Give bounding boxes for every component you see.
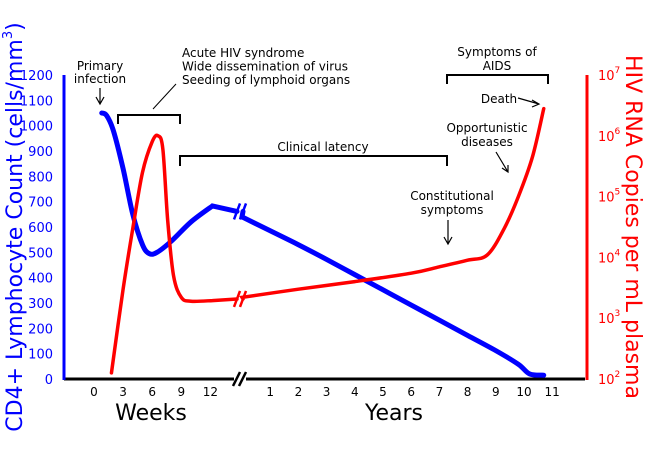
x-tick-label-years: 8 — [464, 385, 472, 399]
arrow-icon — [95, 88, 105, 106]
x-axis-label-years: Years — [364, 401, 423, 426]
x-tick-label-years: 1 — [266, 385, 274, 399]
x-tick-label-weeks: 9 — [177, 385, 185, 399]
x-tick-label-weeks: 3 — [119, 385, 127, 399]
left-tick-label: 1100 — [20, 94, 53, 109]
annotation-constitutional: Constitutional — [410, 189, 494, 203]
x-axis-break-icon — [231, 371, 248, 387]
annotation-clinical-latency: Clinical latency — [277, 140, 368, 154]
x-tick-label-weeks: 0 — [90, 385, 98, 399]
annotation-opportunistic: diseases — [461, 135, 513, 149]
left-tick-label: 600 — [28, 221, 53, 236]
x-tick-label-years: 5 — [379, 385, 387, 399]
left-tick-label: 400 — [28, 272, 53, 287]
annotation-aids: AIDS — [483, 59, 512, 73]
x-tick-label-years: 3 — [323, 385, 331, 399]
leader-line — [152, 83, 177, 110]
left-tick-label: 200 — [28, 322, 53, 337]
annotation-acute-hiv: Seeding of lymphoid organs — [182, 73, 350, 87]
left-tick-label: 800 — [28, 170, 53, 185]
x-axis-label-weeks: Weeks — [115, 401, 187, 426]
series-line-cd4-years — [239, 208, 547, 378]
bracket-clinical-latency — [179, 155, 448, 166]
annotation-death: Death — [481, 92, 517, 106]
annotation-aids: Symptoms of — [457, 45, 537, 59]
annotation-acute-hiv: Wide dissemination of virus — [182, 60, 348, 74]
right-tick-label: 106 — [598, 127, 621, 145]
arrow-icon — [517, 97, 541, 108]
annotation-primary-infection: Primary — [77, 59, 123, 73]
arrow-icon — [443, 220, 453, 246]
x-tick-label-years: 11 — [545, 385, 560, 399]
left-tick-label: 500 — [28, 246, 53, 261]
left-tick-label: 700 — [28, 196, 53, 211]
right-tick-label: 107 — [598, 66, 620, 84]
right-tick-label: 105 — [598, 188, 620, 206]
series-line-rna-weeks — [109, 133, 239, 375]
series-line-cd4-weeks — [99, 110, 240, 257]
x-tick-label-years: 2 — [295, 385, 303, 399]
x-tick-label-years: 6 — [407, 385, 415, 399]
left-tick-label: 0 — [45, 373, 53, 388]
x-tick-label-years: 10 — [516, 385, 531, 399]
right-tick-label: 102 — [598, 370, 620, 388]
annotation-primary-infection: infection — [74, 72, 126, 86]
x-tick-label-years: 7 — [436, 385, 444, 399]
right-axis-title: HIV RNA Copies per mL plasma — [620, 55, 645, 399]
annotation-constitutional: symptoms — [421, 203, 484, 217]
left-axis-title: CD4+ Lymphocyte Count (cells/mm3) — [1, 22, 28, 431]
left-tick-label: 900 — [28, 145, 53, 160]
bracket-aids — [446, 74, 549, 84]
arrow-icon — [495, 151, 509, 174]
bracket-acute — [117, 114, 181, 124]
left-tick-label: 100 — [28, 348, 53, 363]
x-tick-label-weeks: 6 — [148, 385, 156, 399]
series-line-rna-years — [239, 106, 546, 301]
left-tick-label: 1000 — [20, 120, 53, 135]
series-break-icon-rna — [232, 290, 248, 308]
left-tick-label: 300 — [28, 297, 53, 312]
annotation-opportunistic: Opportunistic — [446, 121, 527, 135]
right-tick-label: 104 — [598, 248, 621, 266]
x-tick-label-weeks: 12 — [203, 385, 218, 399]
x-tick-label-years: 4 — [351, 385, 359, 399]
left-tick-label: 1200 — [20, 69, 53, 84]
annotation-acute-hiv: Acute HIV syndrome — [182, 46, 304, 60]
right-tick-label: 103 — [598, 309, 620, 327]
series-break-icon-cd4 — [232, 202, 248, 220]
x-tick-label-years: 9 — [492, 385, 500, 399]
